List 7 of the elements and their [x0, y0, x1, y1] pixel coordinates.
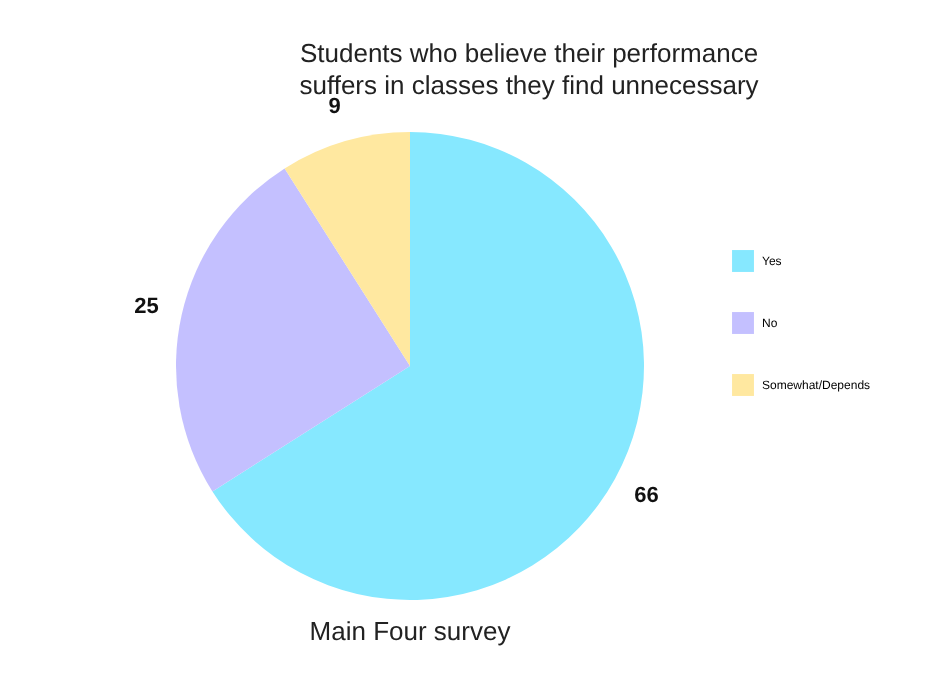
pie-slice	[284, 132, 410, 366]
text: Main Four survey	[307, 616, 513, 646]
data-label: 25	[134, 295, 159, 320]
chart-title: Students who believe their performance suffers in classes they find unnecessary	[299, 38, 760, 100]
data-label: 66	[634, 484, 659, 509]
data-label: 9	[328, 94, 341, 119]
pie-slice	[176, 168, 410, 492]
